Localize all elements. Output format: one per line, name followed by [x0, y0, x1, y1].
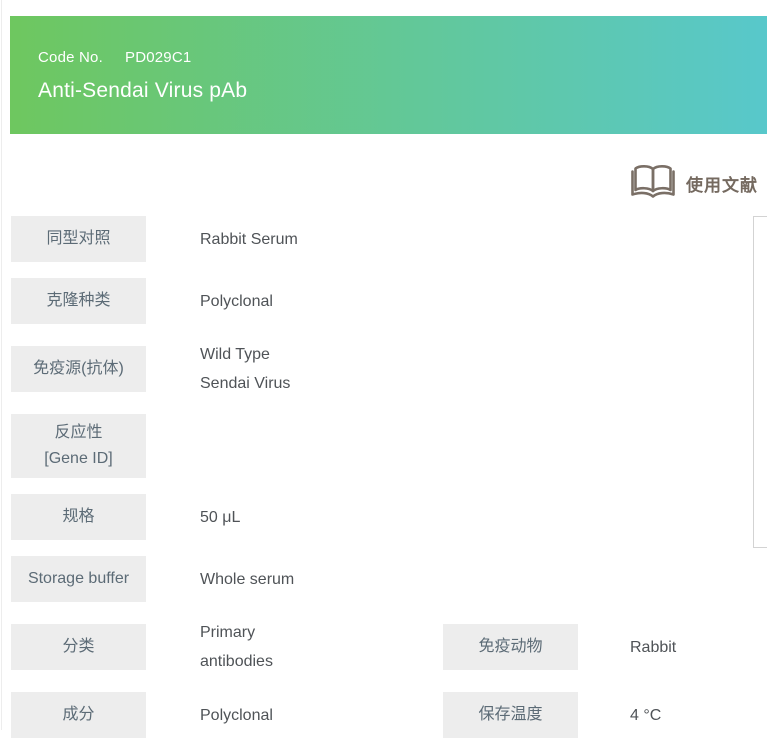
row-value-line: Rabbit — [630, 638, 677, 656]
table-row: 同型对照 Rabbit Serum — [11, 216, 757, 262]
table-row: 分类 Primary antibodies 免疫动物 Rabbit — [11, 618, 757, 676]
row-label: 规格 — [11, 494, 146, 540]
row-label-line: 克隆种类 — [46, 292, 111, 309]
row-label: 保存温度 — [443, 692, 578, 738]
references-link[interactable]: 使用文献 — [630, 161, 758, 205]
row-value-line: Polyclonal — [200, 706, 273, 724]
row-label: 免疫动物 — [443, 624, 578, 670]
row-value-line: 50 μL — [200, 508, 241, 526]
row-label-line: 反应性 — [54, 424, 103, 441]
row-label: 同型对照 — [11, 216, 146, 262]
table-row: 免疫源(抗体) Wild Type Sendai Virus — [11, 340, 757, 398]
row-label: Storage buffer — [11, 556, 146, 602]
row-label-line: [Gene ID] — [44, 450, 113, 467]
code-number-value: PD029C1 — [124, 49, 192, 66]
product-title: Anti-Sendai Virus pAb — [38, 79, 248, 102]
row-label-line: 成分 — [62, 706, 95, 723]
product-header-banner: Code No. PD029C1 Anti-Sendai Virus pAb — [10, 16, 767, 134]
row-value-line: Polyclonal — [200, 292, 273, 310]
row-value: Primary antibodies — [146, 618, 443, 676]
row-value: 50 μL — [146, 503, 757, 532]
references-label: 使用文献 — [686, 175, 758, 195]
row-value-line: Primary — [200, 624, 256, 641]
table-row: 成分 Polyclonal 保存温度 4 °C — [11, 692, 757, 738]
open-book-icon — [630, 161, 676, 206]
row-value: 4 °C — [578, 701, 757, 730]
row-label: 反应性 [Gene ID] — [11, 414, 146, 478]
row-label-line: 免疫源(抗体) — [33, 360, 124, 377]
row-value-line: antibodies — [200, 653, 273, 670]
code-number-label: Code No. — [38, 49, 103, 66]
code-number-line: Code No. PD029C1 — [38, 49, 767, 66]
row-value-line: Rabbit Serum — [200, 230, 298, 248]
row-label: 免疫源(抗体) — [11, 346, 146, 392]
row-value-line: Wild Type — [200, 346, 270, 363]
row-value-line: Sendai Virus — [200, 375, 291, 392]
table-row: 反应性 [Gene ID] — [11, 414, 757, 478]
row-label-line: 同型对照 — [46, 230, 111, 247]
row-label: 成分 — [11, 692, 146, 738]
row-value-line: 4 °C — [630, 706, 662, 724]
spec-table: 同型对照 Rabbit Serum 克隆种类 Polyclonal 免疫源(抗体) Wil… — [11, 216, 757, 754]
row-label-line: Storage buffer — [27, 570, 130, 587]
row-value-line: Whole serum — [200, 570, 295, 588]
row-value: Polyclonal — [146, 701, 443, 730]
table-row: Storage buffer Whole serum — [11, 556, 757, 602]
row-label-line: 免疫动物 — [478, 638, 543, 655]
row-label-line: 分类 — [62, 638, 95, 655]
row-value: Polyclonal — [146, 287, 757, 316]
row-value: Wild Type Sendai Virus — [146, 340, 757, 398]
row-label: 分类 — [11, 624, 146, 670]
side-panel — [753, 216, 767, 548]
row-label-line: 规格 — [62, 508, 95, 525]
row-value: Whole serum — [146, 565, 757, 594]
row-value: Rabbit — [578, 633, 757, 662]
window-edge-line — [1, 0, 2, 730]
table-row: 克隆种类 Polyclonal — [11, 278, 757, 324]
table-row: 规格 50 μL — [11, 494, 757, 540]
row-label: 克隆种类 — [11, 278, 146, 324]
row-value: Rabbit Serum — [146, 225, 757, 254]
row-label-line: 保存温度 — [478, 706, 543, 723]
